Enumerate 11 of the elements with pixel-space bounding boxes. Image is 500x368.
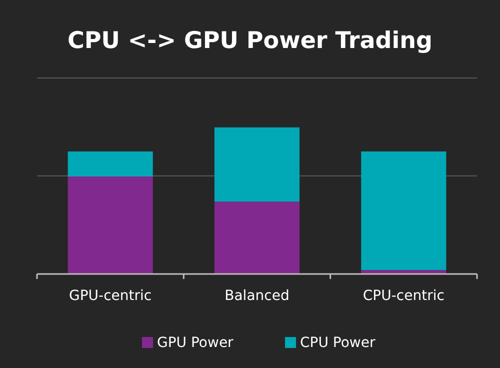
legend-label: GPU Power xyxy=(157,335,234,351)
x-tick-label: CPU-centric xyxy=(362,288,444,304)
bar xyxy=(68,176,153,274)
bar xyxy=(361,151,446,270)
x-tick-label: Balanced xyxy=(224,288,290,304)
bar xyxy=(214,127,300,202)
chart-title: CPU <-> GPU Power Trading xyxy=(67,28,433,54)
bar xyxy=(68,151,153,177)
bar xyxy=(214,202,300,274)
legend-label: CPU Power xyxy=(300,335,376,351)
x-tick-label: GPU-centric xyxy=(69,288,152,304)
